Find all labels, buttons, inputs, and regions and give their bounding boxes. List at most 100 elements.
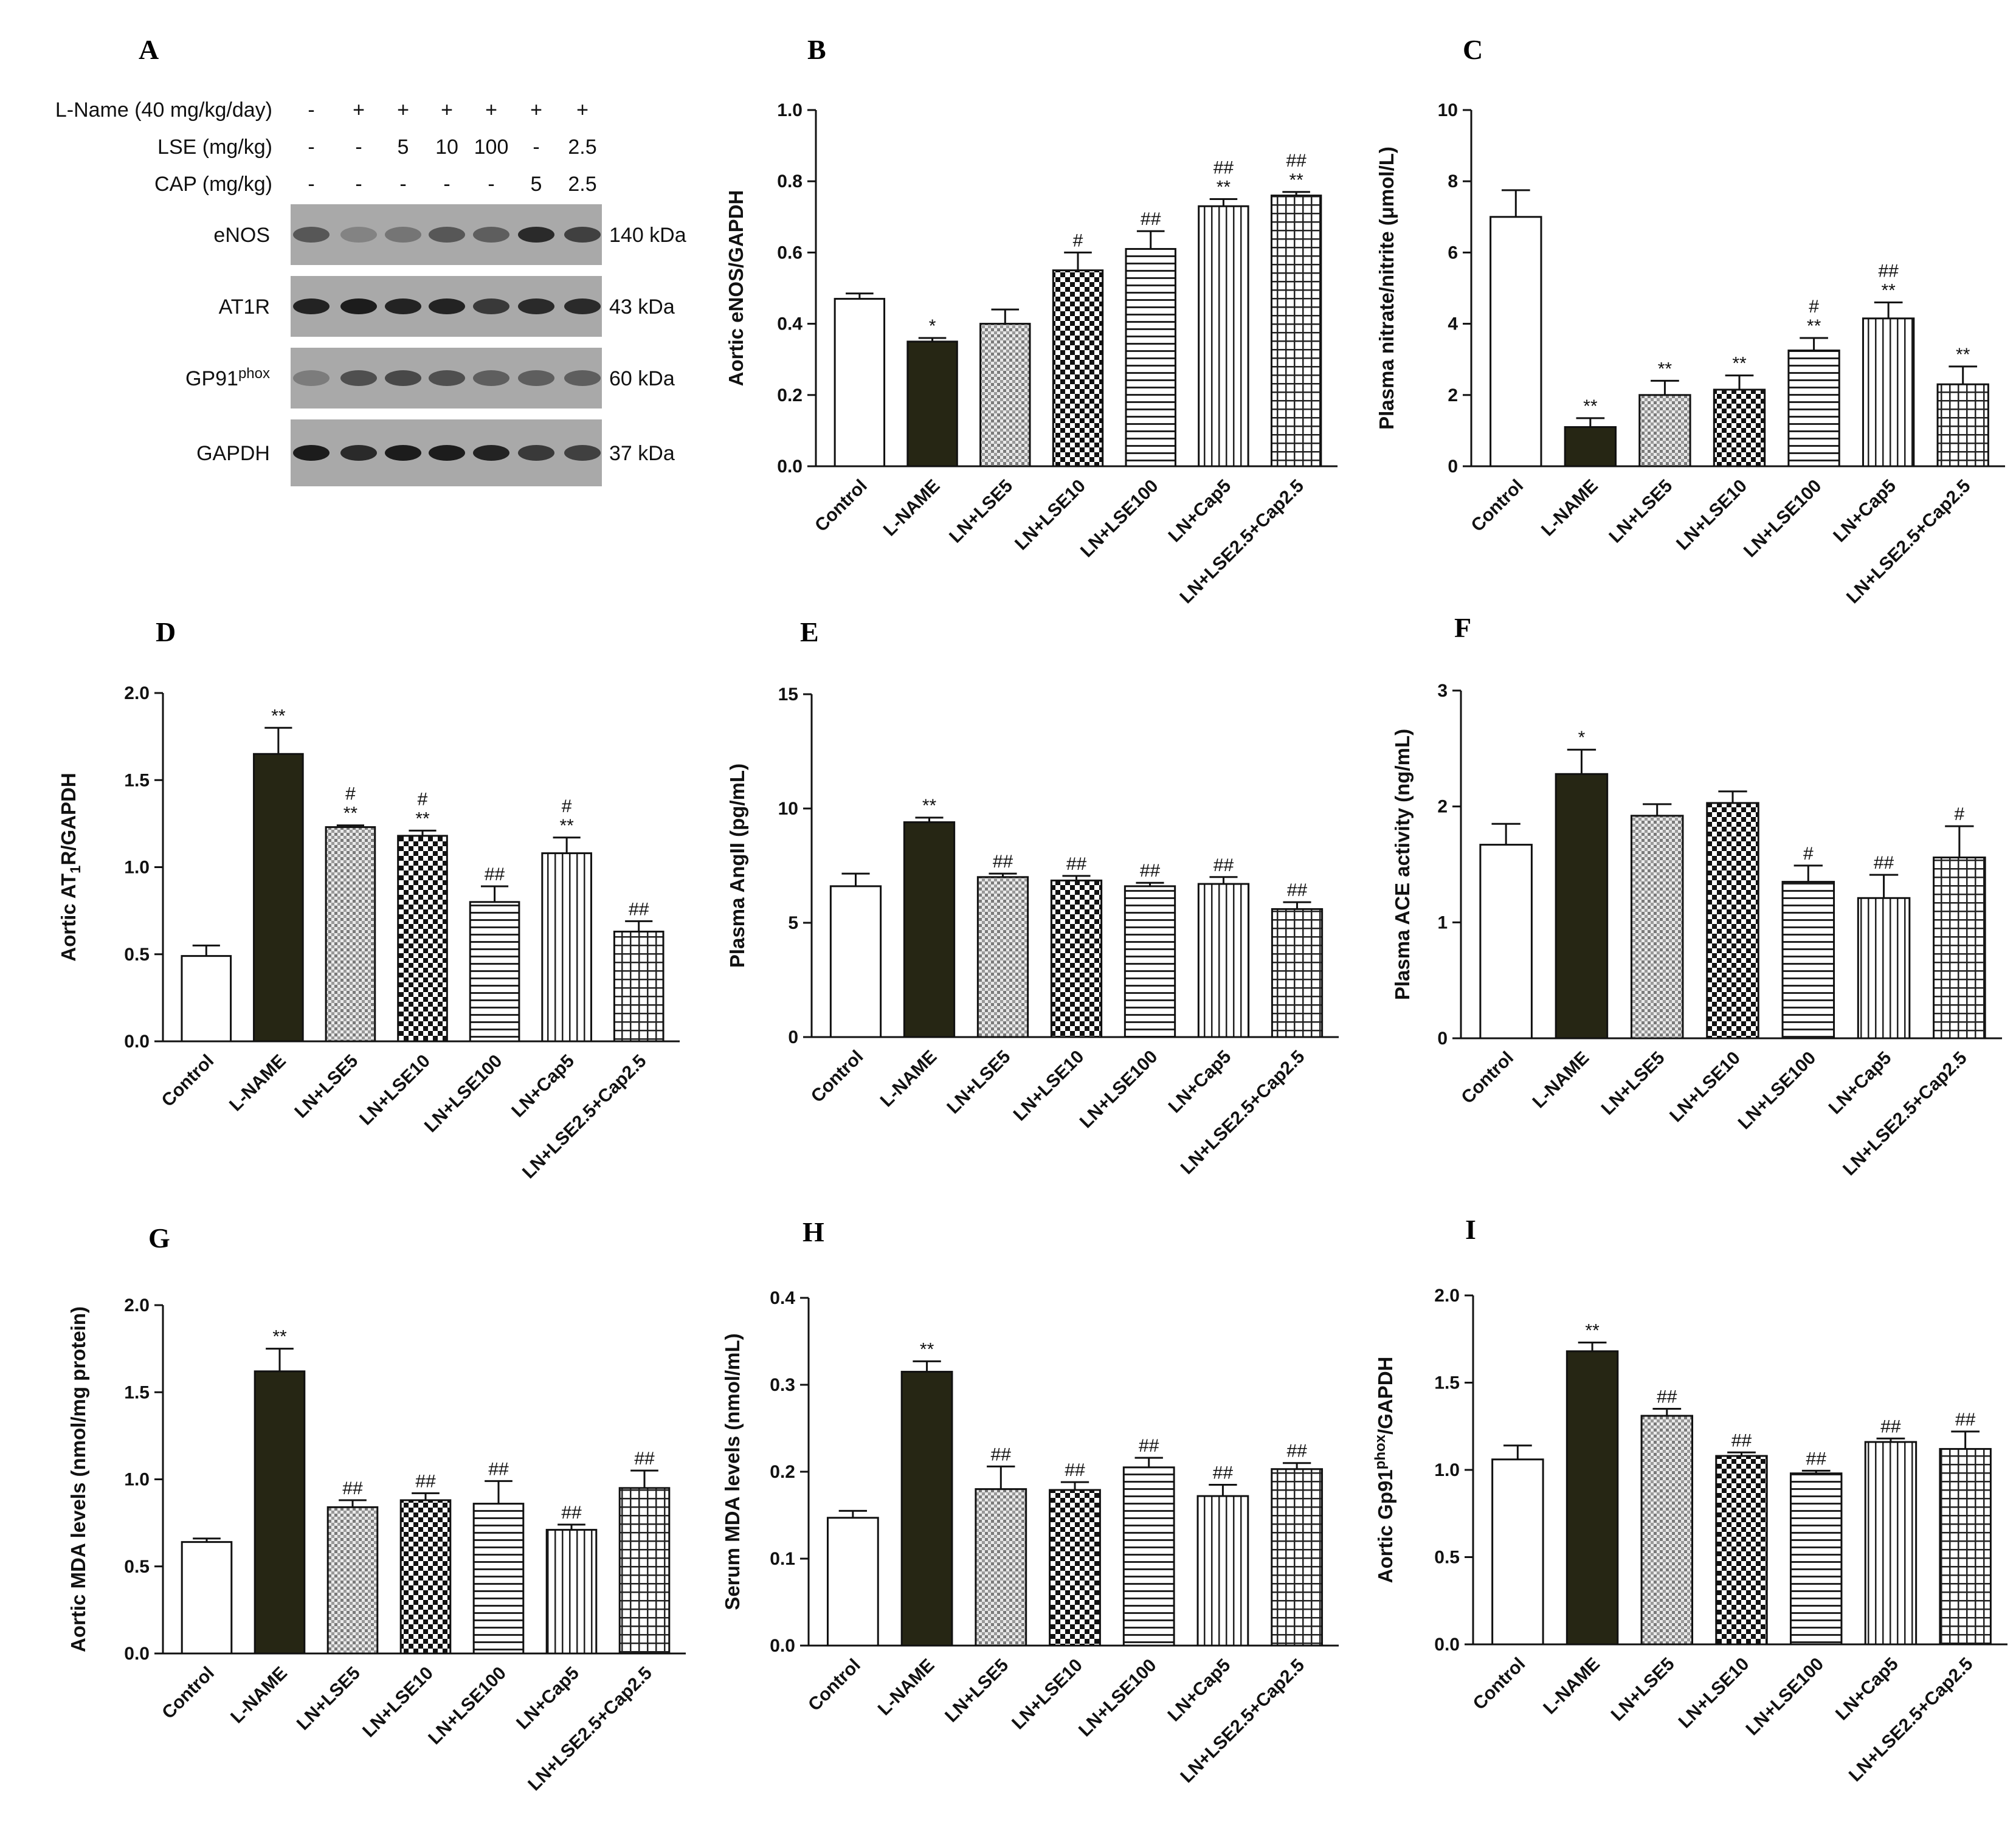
significance-marker: ** [1807, 316, 1821, 336]
significance-marker: ** [1289, 170, 1303, 190]
bar-ln-cap5 [1862, 317, 1915, 467]
x-category-label: LN+LSE10 [1008, 1655, 1086, 1734]
bar-control [834, 298, 886, 467]
y-tick-label: 0.2 [777, 385, 803, 405]
x-category-label: L-NAME [874, 1655, 939, 1720]
treatment-value: - [488, 173, 494, 196]
significance-marker: ## [1286, 1441, 1307, 1461]
y-tick-label: 2.0 [124, 683, 150, 703]
bar-ln-cap5 [541, 852, 592, 1043]
bar-ln-lse100 [1122, 1466, 1175, 1647]
treatment-value: - [533, 136, 539, 159]
blot-band [564, 445, 601, 461]
treatment-value: + [485, 98, 497, 122]
bar-control [181, 1541, 233, 1655]
x-category-label: L-NAME [877, 1047, 941, 1111]
significance-marker: ## [629, 899, 649, 919]
x-category-label: LN+LSE2.5+Cap2.5 [524, 1663, 656, 1795]
bar-ln-lse100 [1789, 1472, 1843, 1646]
y-tick-label: 0.0 [124, 1644, 150, 1664]
y-tick-label: 0 [788, 1027, 798, 1047]
y-tick-label: 0 [1448, 457, 1458, 477]
bar-ln-lse2-5-cap2-5 [618, 1487, 671, 1655]
x-category-label: Control [807, 1047, 868, 1107]
blot-band [385, 370, 421, 386]
significance-marker: ## [1731, 1430, 1752, 1450]
chart-panel-c: C 0 2 4 6 8 10 Plasma nitrate/nitrite (μmol/L) C… [1375, 34, 2005, 607]
x-category-label: LN+LSE10 [1010, 1047, 1088, 1125]
significance-marker: ** [1217, 178, 1231, 198]
bar-l-name [903, 821, 956, 1038]
significance-marker: ## [993, 852, 1013, 872]
significance-marker: ## [1213, 158, 1234, 178]
y-tick-label: 0.2 [770, 1462, 795, 1482]
chart-panel-h: H 0.0 0.1 0.2 0.3 0.4 Serum MDA levels (nmol/m… [721, 1216, 1339, 1787]
x-category-label: LN+LSE2.5+Cap2.5 [1177, 1047, 1309, 1179]
chart-panel-g: G 0.0 0.5 1.0 1.5 2.0 Aortic MDA levels (nmol/… [67, 1222, 686, 1795]
bar-ln-cap5 [1864, 1441, 1918, 1646]
x-category-label: LN+LSE5 [1598, 1048, 1669, 1119]
bar-ln-cap5 [1198, 205, 1249, 467]
significance-marker: ** [343, 804, 358, 824]
x-category-label: LN+LSE100 [1740, 476, 1826, 562]
treatment-value: - [308, 136, 314, 159]
significance-marker: ## [485, 864, 505, 884]
significance-marker: ** [922, 796, 937, 816]
blot-band [429, 370, 465, 386]
treatment-rows: L-Name (40 mg/kg/day) - + + + + + + LSE (mg/kg) -… [55, 98, 597, 196]
bar-ln-lse100 [1787, 350, 1840, 467]
bar-control [1490, 216, 1542, 467]
bar-l-name [1566, 1350, 1619, 1646]
significance-marker: ** [920, 1339, 934, 1359]
x-category-label: LN+LSE100 [1077, 476, 1162, 562]
chart-panel-f: F 0 1 2 3 Plasma ACE activity (ng/mL) Control *… [1391, 612, 2002, 1179]
x-category-label: LN+LSE5 [943, 1047, 1014, 1118]
treatment-value: - [399, 173, 406, 196]
x-category-label: LN+LSE2.5+Cap2.5 [1843, 476, 1975, 608]
x-category-label: Control [157, 1051, 218, 1111]
treatment-value: + [441, 98, 453, 122]
bar-ln-cap5 [545, 1529, 598, 1655]
blot-strips: eNOS 140 kDa AT1R 43 kDa GP91phox 60 kDa GAPDH… [185, 204, 686, 486]
blot-band [518, 370, 554, 386]
x-category-label: LN+Cap5 [1165, 1047, 1235, 1117]
significance-marker: ## [1806, 1449, 1827, 1469]
bar-l-name [900, 1371, 953, 1647]
blot-at1r: AT1R 43 kDa [219, 276, 675, 337]
blot-band [473, 227, 509, 243]
bar-ln-lse5 [1640, 1415, 1694, 1646]
y-tick-label: 1.5 [124, 1382, 150, 1402]
blot-band [293, 370, 330, 386]
bar-l-name [906, 340, 958, 467]
x-category-label: LN+LSE2.5+Cap2.5 [1176, 1655, 1308, 1787]
treatment-value: + [576, 98, 589, 122]
x-category-label: LN+LSE100 [421, 1051, 506, 1137]
blot-band [518, 227, 554, 243]
y-tick-label: 6 [1448, 243, 1458, 263]
blot-band [385, 445, 421, 461]
bar-ln-lse10 [1050, 879, 1103, 1038]
y-tick-label: 2.0 [124, 1295, 150, 1315]
protein-label: GP91phox [185, 365, 270, 390]
y-axis-title: Aortic Gp91phox/GAPDH [1372, 1357, 1396, 1584]
significance-marker: ## [1141, 209, 1161, 229]
x-category-label: LN+LSE2.5+Cap2.5 [1839, 1048, 1971, 1180]
treatment-value: + [530, 98, 542, 122]
significance-marker: ## [561, 1503, 582, 1523]
x-category-label: Control [1457, 1048, 1517, 1108]
significance-marker: ## [991, 1444, 1012, 1464]
y-tick-label: 1.5 [1434, 1373, 1460, 1393]
significance-marker: ** [272, 1327, 287, 1347]
bar-control [181, 955, 232, 1043]
x-category-label: LN+LSE2.5+Cap2.5 [1845, 1654, 1977, 1786]
y-axis-title: Serum MDA levels (nmol/mL) [721, 1333, 744, 1610]
y-tick-label: 2 [1437, 797, 1448, 817]
y-tick-label: 15 [778, 684, 798, 705]
significance-marker: ** [415, 808, 430, 829]
y-tick-label: 0.0 [124, 1032, 150, 1052]
blot-band [564, 298, 601, 314]
treatment-value: 100 [474, 136, 509, 159]
chart-panel-d: D 0.0 0.5 1.0 1.5 2.0 Aortic AT1R/GAPDH Control… [57, 616, 680, 1182]
bar-ln-lse2-5-cap2-5 [613, 931, 665, 1043]
